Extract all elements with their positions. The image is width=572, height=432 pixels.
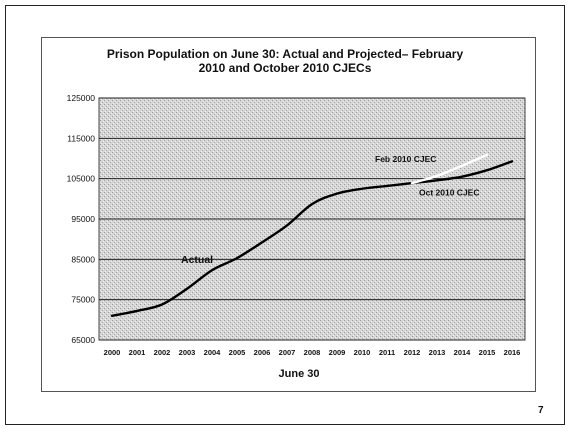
series-lines [110,153,514,317]
x-tick-label: 2003 [179,348,196,357]
x-tick-label: 2015 [479,348,496,357]
x-tick-label: 2007 [279,348,296,357]
annotation-feb-2010-cjec: Feb 2010 CJEC [375,154,436,164]
slide-frame [5,5,565,425]
x-tick-label: 2016 [504,348,521,357]
x-tick-label: 2008 [304,348,321,357]
x-tick-label: 2005 [229,348,246,357]
series-line-actual [110,184,389,317]
page-number: 7 [538,405,544,416]
x-tick-label: 2013 [429,348,446,357]
annotation-actual: Actual [181,254,213,266]
x-tick-label: 2012 [404,348,421,357]
x-tick-label: 2006 [254,348,271,357]
annotation-oct-2010-cjec: Oct 2010 CJEC [419,187,479,197]
y-tick-label: 85000 [71,254,95,264]
x-tick-label: 2010 [354,348,371,357]
chart-title-line-1: Prison Population on June 30: Actual and… [106,47,464,61]
y-tick-label: 75000 [71,295,95,305]
x-axis-title: June 30 [279,368,320,380]
y-tick-label: 115000 [67,133,95,143]
series-line-feb-2010-cjec [410,153,489,185]
x-tick-label: 2001 [129,348,146,357]
x-tick-label: 2011 [379,348,395,357]
x-axis: 2000 2001 2002 2003 2004 2005 2006 2007 2008 2009… [104,348,521,357]
chart-title: Prison Population on June 30: Actual and… [60,47,510,75]
x-tick-label: 2002 [154,348,171,357]
x-tick-label: 2004 [204,348,222,357]
y-tick-label: 95000 [71,214,95,224]
y-tick-label: 105000 [67,174,96,184]
y-axis: 125000 115000 105000 95000 85000 75000 65000 [67,93,96,345]
x-tick-label: 2009 [329,348,346,357]
series-line-oct-2010-cjec [385,160,514,188]
chart-title-line-2: 2010 and October 2010 CJECs [198,61,372,75]
annotations: Actual Feb 2010 CJEC Oct 2010 CJEC [181,154,479,266]
x-tick-label: 2000 [104,348,121,357]
y-tick-label: 125000 [67,93,96,103]
y-tick-label: 65000 [71,335,95,345]
x-tick-label: 2014 [454,348,472,357]
